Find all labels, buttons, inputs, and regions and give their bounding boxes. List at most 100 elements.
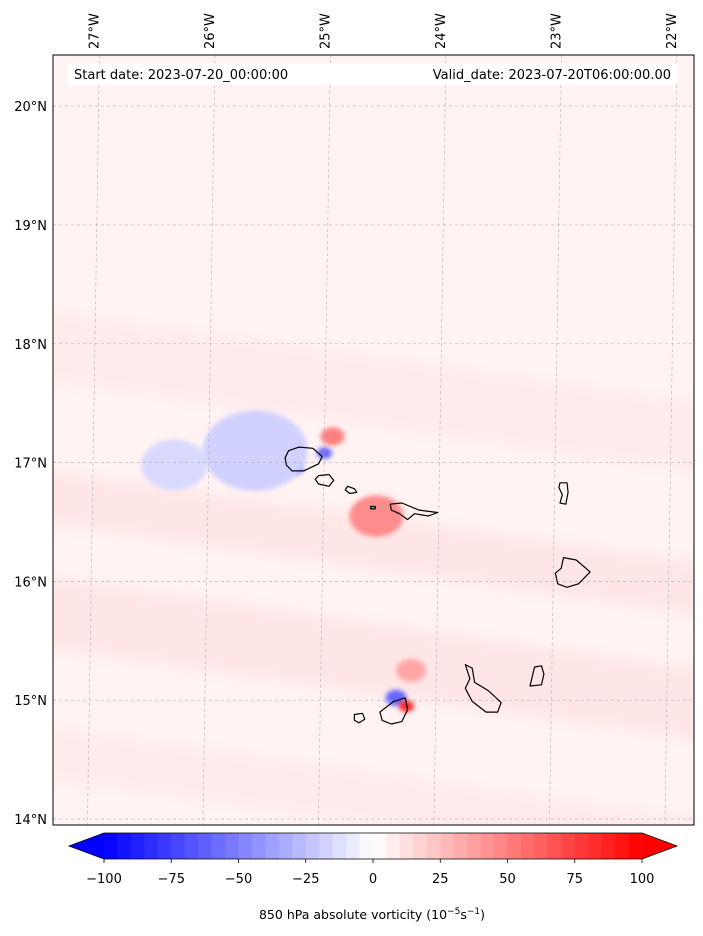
vorticity-blob-8 [320, 427, 345, 446]
colorbar: −100 −75 −50 −25 0 25 50 75 100 850 hPa absolute… [67, 832, 679, 922]
lon-tick-label: 27°W [87, 13, 102, 49]
coastlines [284, 446, 591, 725]
colorbar-step [440, 833, 455, 859]
colorbar-step [184, 833, 199, 859]
island-outline [389, 502, 439, 521]
colorbar-step [225, 833, 239, 859]
island-outline [379, 697, 409, 725]
island-outline [558, 482, 569, 505]
colorbar-step [198, 833, 212, 859]
map-area [52, 54, 695, 826]
colorbar-step [117, 833, 132, 859]
colorbar-tick-label: −100 [86, 872, 122, 887]
latitude-ticks: 20°N 19°N 18°N 17°N 16°N 15°N 14°N [14, 100, 47, 828]
colorbar-step [359, 833, 374, 859]
colorbar-step [373, 833, 387, 859]
island-outline [554, 556, 591, 588]
colorbar-tick-label: −25 [292, 872, 319, 887]
vorticity-band-1 [53, 308, 694, 474]
colorbar-gradient [104, 833, 643, 859]
lon-tick-label: 24°W [434, 13, 449, 49]
colorbar-step [534, 833, 549, 859]
colorbar-step [386, 833, 401, 859]
vorticity-blob-4 [349, 495, 404, 537]
colorbar-min-extension [69, 833, 104, 859]
lon-tick-label: 23°W [549, 13, 564, 49]
start-date-text: Start date: 2023-07-20_00:00:00 [74, 68, 288, 83]
island-outline [314, 473, 335, 487]
vorticity-band-2 [53, 575, 694, 742]
lat-tick-label: 14°N [14, 813, 47, 828]
colorbar-step [265, 833, 280, 859]
lat-tick-label: 15°N [14, 694, 47, 709]
colorbar-step [211, 833, 226, 859]
colorbar-step [332, 833, 347, 859]
colorbar-step [520, 833, 535, 859]
gridline-lon [664, 55, 678, 825]
lat-tick-label: 16°N [14, 575, 47, 590]
colorbar-step [547, 833, 562, 859]
colorbar-tick-label: 75 [566, 872, 583, 887]
colorbar-step [157, 833, 172, 859]
colorbar-step [305, 833, 320, 859]
island-outline [344, 485, 358, 495]
colorbar-ticks: −100 −75 −50 −25 0 25 50 75 100 [86, 859, 654, 887]
island-outline [353, 712, 366, 724]
colorbar-max-extension [642, 833, 677, 859]
island-outline [284, 446, 323, 472]
colorbar-step [574, 833, 589, 859]
vorticity-blob-13 [141, 439, 208, 491]
vorticity-band-3 [53, 724, 694, 825]
vorticity-blob-9 [385, 689, 407, 706]
gridline-lon [318, 55, 331, 825]
island-outline [370, 505, 376, 510]
colorbar-step [238, 833, 253, 859]
colorbar-step [588, 833, 603, 859]
longitude-ticks: 27°W 26°W 25°W 24°W 23°W 22°W [87, 13, 679, 49]
colorbar-step [628, 833, 643, 859]
colorbar-step [453, 833, 468, 859]
lat-tick-label: 18°N [14, 338, 47, 353]
colorbar-step [601, 833, 616, 859]
colorbar-tick-label: 100 [630, 872, 655, 887]
colorbar-step [292, 833, 307, 859]
valid-date-text: Valid_date: 2023-07-20T06:00:00.00 [433, 68, 671, 83]
colorbar-step [319, 833, 334, 859]
colorbar-step [494, 833, 508, 859]
gridline-lon [549, 55, 562, 825]
colorbar-step [615, 833, 629, 859]
colorbar-step [507, 833, 522, 859]
gridline-lon [433, 55, 447, 825]
colorbar-step [346, 833, 360, 859]
vorticity-band-0 [53, 468, 694, 617]
lat-tick-label: 17°N [14, 457, 47, 472]
island-outline [529, 665, 545, 687]
colorbar-step [426, 833, 441, 859]
gridline-lon [87, 55, 100, 825]
island-outline [464, 663, 502, 713]
colorbar-step [171, 833, 186, 859]
colorbar-step [130, 833, 145, 859]
info-box: Start date: 2023-07-20_00:00:00 Valid_da… [68, 63, 678, 85]
colorbar-step [278, 833, 293, 859]
colorbar-step [251, 833, 266, 859]
colorbar-tick-label: −50 [225, 872, 252, 887]
colorbar-step [144, 833, 159, 859]
colorbar-label: 850 hPa absolute vorticity (10−5s−1) [259, 907, 485, 922]
vorticity-blob-11 [396, 658, 427, 683]
lat-tick-label: 19°N [14, 219, 47, 234]
map-frame [52, 54, 695, 826]
vorticity-blob-12 [202, 410, 308, 492]
colorbar-step [467, 833, 481, 859]
colorbar-step [399, 833, 414, 859]
colorbar-step [104, 833, 118, 859]
lon-tick-label: 25°W [318, 13, 333, 49]
colorbar-tick-label: −75 [158, 872, 185, 887]
vorticity-field [53, 308, 694, 825]
colorbar-step [413, 833, 428, 859]
colorbar-tick-label: 50 [499, 872, 516, 887]
colorbar-step [561, 833, 576, 859]
gridlines [53, 55, 694, 825]
info-box-background [68, 63, 678, 85]
